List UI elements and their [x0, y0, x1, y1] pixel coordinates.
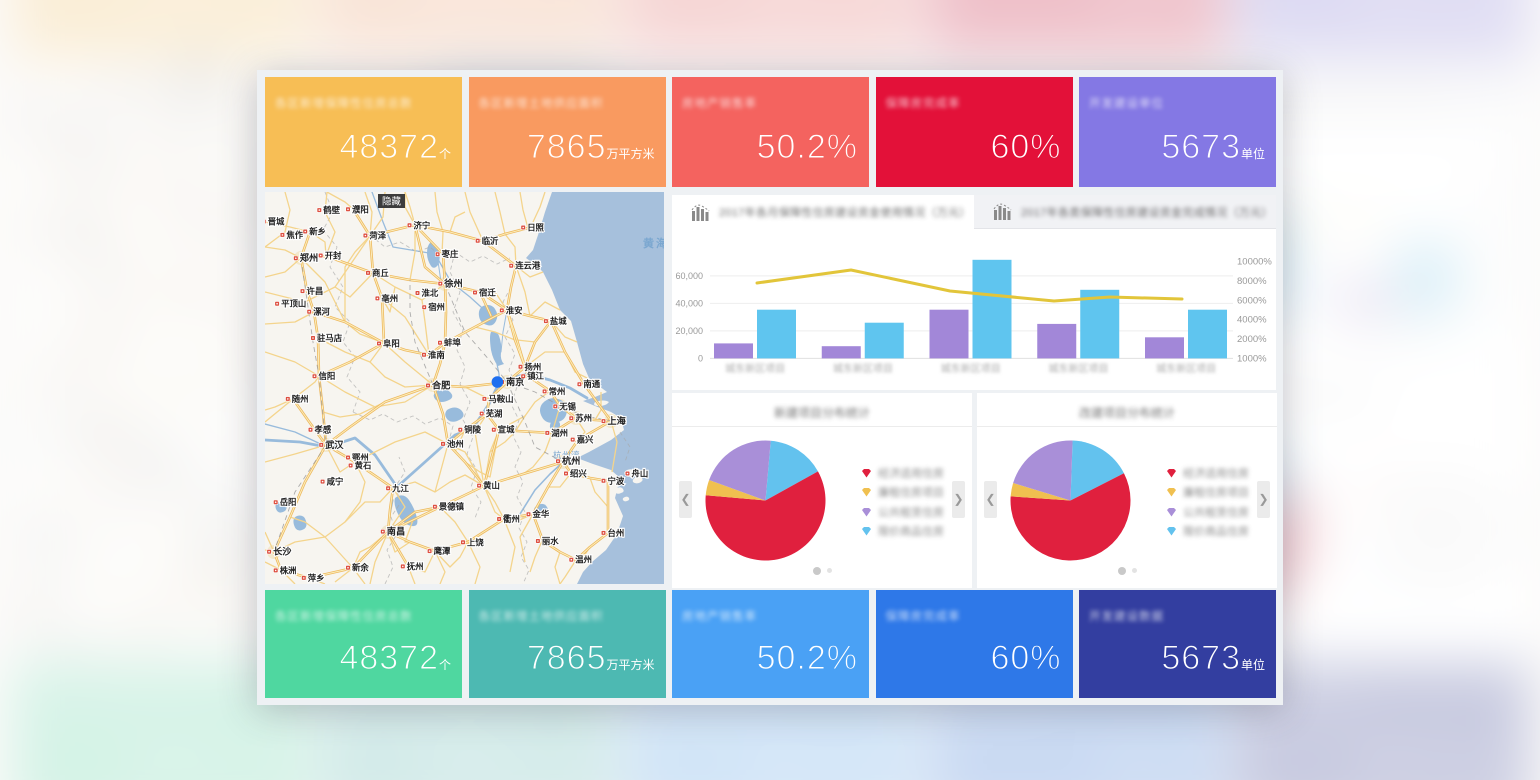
svg-text:城东新区项目: 城东新区项目 — [1156, 362, 1216, 375]
svg-text:宁波: 宁波 — [608, 476, 625, 486]
svg-text:漯河: 漯河 — [313, 307, 330, 317]
svg-text:上海: 上海 — [608, 415, 627, 426]
svg-text:随州: 随州 — [292, 394, 309, 404]
svg-text:枣庄: 枣庄 — [441, 249, 459, 259]
svg-text:阜阳: 阜阳 — [383, 339, 400, 349]
svg-text:池州: 池州 — [447, 439, 464, 449]
svg-text:40,000: 40,000 — [675, 298, 703, 308]
svg-text:驻马店: 驻马店 — [317, 333, 343, 343]
svg-text:嘉兴: 嘉兴 — [576, 435, 594, 445]
svg-text:黄石: 黄石 — [355, 461, 372, 471]
svg-text:杭州湾: 杭州湾 — [553, 450, 580, 460]
svg-text:新余: 新余 — [352, 563, 369, 573]
svg-text:丽水: 丽水 — [542, 536, 559, 546]
svg-text:徐州: 徐州 — [443, 278, 462, 289]
svg-text:铜陵: 铜陵 — [464, 425, 481, 435]
svg-text:芜湖: 芜湖 — [486, 409, 503, 419]
svg-text:晋城: 晋城 — [268, 217, 285, 227]
svg-text:2000%: 2000% — [1237, 334, 1267, 345]
svg-text:郑州: 郑州 — [300, 252, 318, 263]
svg-text:鄂州: 鄂州 — [352, 453, 369, 463]
svg-text:蚌埠: 蚌埠 — [444, 338, 461, 348]
svg-text:上饶: 上饶 — [467, 537, 484, 547]
svg-text:濮阳: 濮阳 — [352, 204, 369, 214]
svg-text:1000%: 1000% — [1237, 353, 1267, 364]
svg-text:孝感: 孝感 — [314, 425, 332, 435]
svg-text:萍乡: 萍乡 — [308, 573, 325, 583]
svg-text:日照: 日照 — [527, 223, 544, 233]
svg-text:济宁: 济宁 — [414, 220, 431, 230]
svg-text:连云港: 连云港 — [515, 261, 541, 271]
svg-text:绍兴: 绍兴 — [570, 469, 587, 479]
svg-text:8000%: 8000% — [1237, 276, 1267, 287]
svg-text:淮安: 淮安 — [506, 305, 523, 315]
svg-text:信阳: 信阳 — [319, 371, 336, 381]
svg-text:城东新区项目: 城东新区项目 — [725, 362, 785, 375]
svg-text:舟山: 舟山 — [632, 469, 649, 479]
svg-text:焦作: 焦作 — [285, 230, 303, 240]
svg-text:南通: 南通 — [583, 379, 600, 389]
svg-text:金华: 金华 — [532, 509, 550, 519]
svg-text:景德镇: 景德镇 — [439, 502, 465, 512]
svg-text:岳阳: 岳阳 — [280, 497, 297, 507]
svg-text:临沂: 临沂 — [482, 236, 499, 246]
svg-text:黄海: 黄海 — [643, 236, 664, 250]
svg-text:新乡: 新乡 — [309, 227, 326, 237]
svg-text:咸宁: 咸宁 — [327, 477, 344, 487]
svg-text:商丘: 商丘 — [372, 268, 389, 278]
svg-text:宿州: 宿州 — [428, 302, 445, 312]
svg-text:4000%: 4000% — [1237, 315, 1267, 326]
svg-text:城东新区项目: 城东新区项目 — [1049, 362, 1109, 375]
svg-text:亳州: 亳州 — [381, 293, 398, 303]
svg-text:隐藏: 隐藏 — [382, 196, 402, 208]
svg-text:株洲: 株洲 — [280, 565, 297, 575]
svg-text:城东新区项目: 城东新区项目 — [941, 362, 1001, 375]
svg-text:长沙: 长沙 — [273, 546, 292, 557]
svg-text:淮北: 淮北 — [422, 288, 439, 298]
svg-text:鹰潭: 鹰潭 — [434, 546, 451, 556]
svg-text:常州: 常州 — [549, 386, 566, 396]
svg-text:温州: 温州 — [575, 555, 592, 565]
svg-text:60,000: 60,000 — [675, 271, 703, 281]
svg-text:盐城: 盐城 — [550, 316, 567, 326]
svg-text:城东新区项目: 城东新区项目 — [833, 362, 893, 375]
svg-text:黄山: 黄山 — [483, 481, 500, 491]
svg-text:鹤壁: 鹤壁 — [323, 205, 340, 215]
svg-text:九江: 九江 — [391, 483, 409, 493]
svg-text:宣城: 宣城 — [498, 425, 515, 435]
svg-text:南京: 南京 — [506, 376, 524, 387]
svg-text:许昌: 许昌 — [307, 286, 324, 296]
svg-text:开封: 开封 — [325, 251, 342, 261]
svg-text:平顶山: 平顶山 — [281, 299, 306, 309]
svg-text:0: 0 — [698, 353, 703, 363]
svg-text:扬州: 扬州 — [525, 362, 542, 372]
svg-text:衢州: 衢州 — [503, 514, 520, 524]
svg-text:无锡: 无锡 — [558, 401, 576, 411]
svg-text:菏泽: 菏泽 — [369, 231, 386, 241]
svg-text:淮南: 淮南 — [428, 350, 445, 360]
svg-text:镇江: 镇江 — [527, 371, 544, 381]
svg-text:马鞍山: 马鞍山 — [488, 394, 513, 404]
svg-text:湖州: 湖州 — [551, 428, 568, 438]
svg-text:20,000: 20,000 — [675, 326, 703, 336]
svg-text:苏州: 苏州 — [575, 413, 592, 423]
svg-text:武汉: 武汉 — [325, 439, 344, 450]
svg-text:10000%: 10000% — [1237, 257, 1272, 268]
svg-text:台州: 台州 — [608, 528, 625, 538]
svg-text:南昌: 南昌 — [387, 526, 405, 537]
svg-text:6000%: 6000% — [1237, 295, 1267, 306]
svg-text:宿迁: 宿迁 — [479, 288, 496, 298]
svg-text:合肥: 合肥 — [432, 380, 451, 391]
svg-text:杭州: 杭州 — [562, 455, 580, 466]
svg-text:抚州: 抚州 — [407, 561, 424, 571]
